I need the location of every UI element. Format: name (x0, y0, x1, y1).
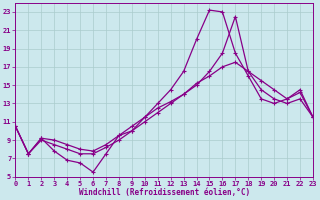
X-axis label: Windchill (Refroidissement éolien,°C): Windchill (Refroidissement éolien,°C) (79, 188, 250, 197)
